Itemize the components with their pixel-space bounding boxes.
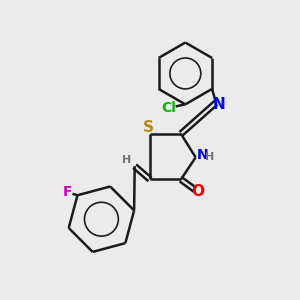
- Text: O: O: [191, 184, 205, 199]
- Text: N: N: [196, 148, 208, 162]
- Text: N: N: [213, 97, 226, 112]
- Text: Cl: Cl: [162, 101, 177, 115]
- Text: H: H: [122, 155, 131, 165]
- Text: S: S: [143, 120, 154, 135]
- Text: H: H: [205, 152, 214, 162]
- Text: F: F: [62, 185, 72, 199]
